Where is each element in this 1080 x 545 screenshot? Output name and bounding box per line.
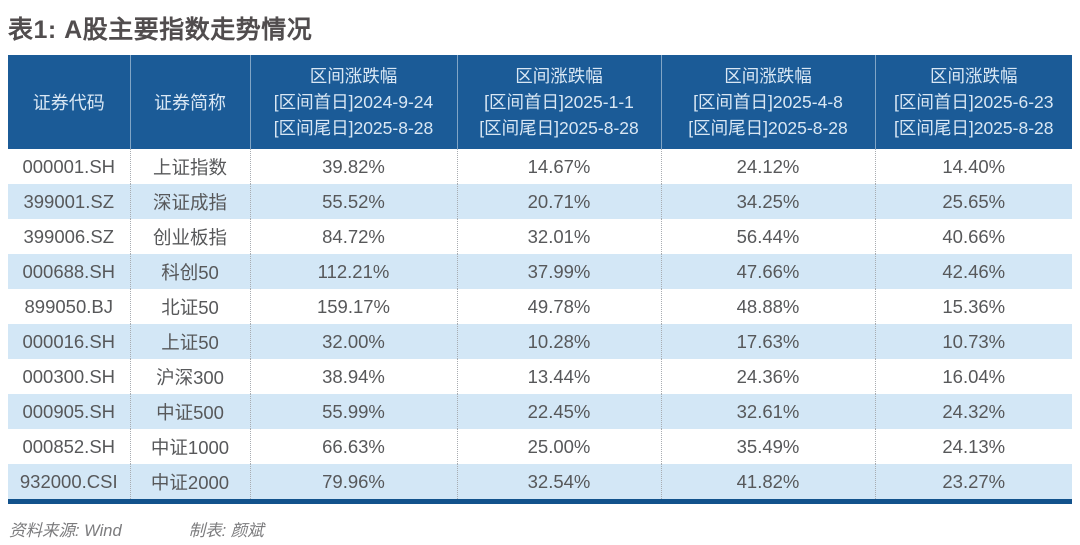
cell-return-4: 42.46% [874,254,1072,289]
cell-code: 000300.SH [22,365,116,387]
cell-return-1: 32.00% [249,324,457,359]
cell-return-1: 112.21% [249,254,457,289]
table-row: 932000.CSI 中证2000 79.96% 32.54% 41.82% 2… [8,464,1072,502]
cell-name: 中证1000 [129,429,250,464]
cell-return-3: 56.44% [660,219,875,254]
period-metric: 区间涨跌幅 [724,66,812,86]
table-row: 899050.BJ 北证50 159.17% 49.78% 48.88% 15.… [8,289,1072,324]
cell-code: 000001.SH [22,155,116,177]
period-end: [区间尾日]2025-8-28 [893,118,1054,138]
cell-name: 深证成指 [129,184,250,219]
period-metric: 区间涨跌幅 [515,66,603,86]
cell-code: 000016.SH [22,330,116,352]
cell-return-1: 79.96% [249,464,457,502]
footnote: 资料来源: Wind 制表: 颜斌 [9,517,1072,541]
period-end: [区间尾日]2025-8-28 [479,118,639,138]
cell-return-4: 24.13% [874,429,1072,464]
period-start: [区间首日]2024-9-24 [273,92,434,112]
cell-return-1: 55.99% [249,394,457,429]
table-row: 399006.SZ 创业板指 84.72% 32.01% 56.44% 40.6… [8,219,1072,254]
header-cell-code: 证券代码 [8,55,130,149]
table-row: 000905.SH 中证500 55.99% 22.45% 32.61% 24.… [8,394,1072,429]
header-cell-period-1: 区间涨跌幅 [区间首日]2024-9-24 [区间尾日]2025-8-28 [249,55,457,149]
cell-return-3: 41.82% [660,464,875,502]
cell-return-2: 32.01% [456,219,661,254]
table-maker-note: 制表: 颜斌 [188,522,264,540]
cell-return-2: 25.00% [456,429,661,464]
header-row: 证券代码 证券简称 区间涨跌幅 [区间首日]2024-9-24 [区间尾日]20… [8,55,1072,149]
period-start: [区间首日]2025-4-8 [693,92,843,112]
cell-code: 000852.SH [22,435,116,457]
cell-return-4: 14.40% [874,149,1072,184]
header-name-label: 证券简称 [154,93,226,113]
cell-return-1: 66.63% [249,429,457,464]
header-cell-period-2: 区间涨跌幅 [区间首日]2025-1-1 [区间尾日]2025-8-28 [456,55,661,149]
cell-return-2: 37.99% [456,254,661,289]
cell-return-3: 24.12% [660,149,875,184]
cell-return-1: 84.72% [249,219,457,254]
cell-return-2: 49.78% [456,289,661,324]
table-title: 表1: A股主要指数走势情况 [8,16,313,44]
index-performance-table: 证券代码 证券简称 区间涨跌幅 [区间首日]2024-9-24 [区间尾日]20… [8,55,1072,504]
cell-code: 399006.SZ [23,225,114,247]
cell-code: 932000.CSI [19,470,118,492]
cell-return-3: 17.63% [660,324,875,359]
period-start: [区间首日]2025-6-23 [893,92,1054,112]
cell-name: 创业板指 [129,219,250,254]
table-row: 399001.SZ 深证成指 55.52% 20.71% 34.25% 25.6… [8,184,1072,219]
cell-return-2: 32.54% [456,464,661,502]
cell-return-3: 32.61% [660,394,875,429]
period-metric: 区间涨跌幅 [309,66,398,86]
cell-return-4: 16.04% [874,359,1072,394]
cell-return-4: 23.27% [874,464,1072,502]
cell-name: 中证2000 [129,464,250,502]
cell-code: 899050.BJ [24,295,113,317]
cell-return-3: 48.88% [660,289,875,324]
cell-code: 000688.SH [22,260,116,282]
header-cell-name: 证券简称 [129,55,250,149]
table-row: 000300.SH 沪深300 38.94% 13.44% 24.36% 16.… [8,359,1072,394]
cell-name: 沪深300 [129,359,250,394]
cell-return-3: 24.36% [660,359,875,394]
cell-return-4: 25.65% [874,184,1072,219]
cell-return-1: 55.52% [249,184,457,219]
cell-return-3: 34.25% [660,184,875,219]
cell-return-4: 10.73% [874,324,1072,359]
header-cell-period-4: 区间涨跌幅 [区间首日]2025-6-23 [区间尾日]2025-8-28 [874,55,1072,149]
cell-return-4: 40.66% [874,219,1072,254]
cell-return-2: 10.28% [456,324,661,359]
cell-code: 000905.SH [22,400,116,422]
cell-return-1: 39.82% [249,149,457,184]
cell-return-2: 20.71% [456,184,661,219]
cell-return-2: 14.67% [456,149,661,184]
cell-name: 中证500 [129,394,250,429]
table-row: 000852.SH 中证1000 66.63% 25.00% 35.49% 24… [8,429,1072,464]
cell-return-3: 47.66% [660,254,875,289]
period-end: [区间尾日]2025-8-28 [688,118,848,138]
cell-name: 科创50 [129,254,250,289]
table-row: 000001.SH 上证指数 39.82% 14.67% 24.12% 14.4… [8,149,1072,184]
data-source-note: 资料来源: Wind [9,522,122,540]
cell-return-3: 35.49% [660,429,875,464]
table-body: 000001.SH 上证指数 39.82% 14.67% 24.12% 14.4… [8,149,1072,502]
header-code-label: 证券代码 [32,93,105,113]
table-row: 000688.SH 科创50 112.21% 37.99% 47.66% 42.… [8,254,1072,289]
cell-code: 399001.SZ [23,190,114,212]
table-header: 证券代码 证券简称 区间涨跌幅 [区间首日]2024-9-24 [区间尾日]20… [8,55,1072,149]
table-row: 000016.SH 上证50 32.00% 10.28% 17.63% 10.7… [8,324,1072,359]
period-metric: 区间涨跌幅 [930,66,1018,86]
cell-name: 上证50 [129,324,250,359]
cell-return-4: 15.36% [874,289,1072,324]
cell-return-2: 22.45% [456,394,661,429]
period-end: [区间尾日]2025-8-28 [273,118,434,138]
header-cell-period-3: 区间涨跌幅 [区间首日]2025-4-8 [区间尾日]2025-8-28 [660,55,875,149]
cell-name: 北证50 [129,289,250,324]
cell-return-4: 24.32% [874,394,1072,429]
cell-name: 上证指数 [129,149,250,184]
cell-return-1: 159.17% [249,289,457,324]
cell-return-1: 38.94% [249,359,457,394]
cell-return-2: 13.44% [456,359,661,394]
period-start: [区间首日]2025-1-1 [484,92,634,112]
